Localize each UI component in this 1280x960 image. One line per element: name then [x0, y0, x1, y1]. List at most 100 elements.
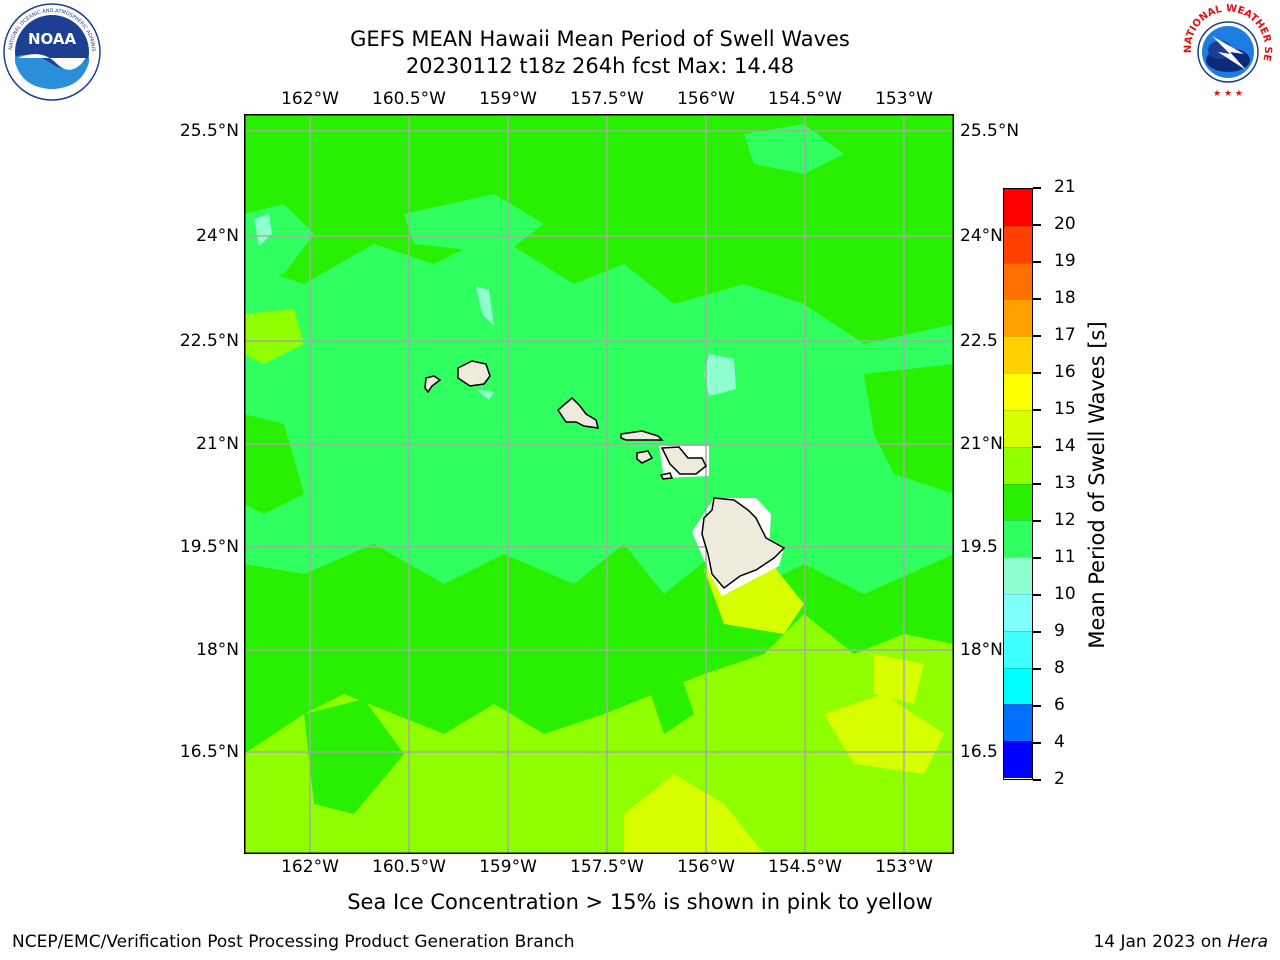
island-oahu [557, 396, 599, 429]
colorbar-tick [1033, 335, 1041, 337]
colorbar-tick-label: 10 [1054, 584, 1076, 604]
colorbar-segment [1004, 741, 1032, 778]
footer-date: 14 Jan 2023 on Hera [1093, 932, 1268, 952]
colorbar-tick-label: 20 [1054, 214, 1076, 234]
lat-tick-left: 22.5°N [179, 331, 239, 351]
chart-title: GEFS MEAN Hawaii Mean Period of Swell Wa… [350, 27, 850, 51]
colorbar-tick [1033, 298, 1041, 300]
lat-tick-right: 16.5 [960, 742, 998, 762]
field-9-10 [254, 214, 272, 246]
colorbar-tick [1033, 224, 1041, 226]
nws-logo-icon: NATIONAL WEATHER SERVICE ★ ★ ★ [1174, 0, 1278, 102]
island-kahoolawe [659, 472, 674, 480]
colorbar-segment [1004, 299, 1032, 337]
lat-tick-right: 25.5°N [960, 121, 1020, 141]
colorbar-tick [1033, 668, 1041, 670]
lat-tick-left: 25.5°N [179, 121, 239, 141]
colorbar-segment [1004, 373, 1032, 410]
map-plot-area[interactable] [244, 114, 954, 854]
lat-tick-right: 21°N [960, 434, 1003, 454]
plot-frame [244, 114, 954, 854]
lat-tick-left: 16.5°N [179, 742, 239, 762]
colorbar [1003, 188, 1033, 780]
swell-period-field [244, 114, 954, 854]
island-niihau [424, 375, 442, 394]
lon-tick-bottom: 154.5°W [768, 857, 842, 877]
colorbar-tick-label: 19 [1054, 251, 1076, 271]
colorbar-tick-label: 13 [1054, 473, 1076, 493]
colorbar-segment [1004, 630, 1032, 668]
noaa-logo-icon: NOAA NATIONAL OCEANIC AND ATMOSPHERIC AD… [0, 0, 102, 102]
colorbar-segment [1004, 704, 1032, 742]
island-lanai [636, 450, 654, 464]
colorbar-tick [1033, 261, 1041, 263]
lon-tick-bottom: 153°W [875, 857, 933, 877]
colorbar-tick [1033, 742, 1041, 744]
colorbar-tick-label: 14 [1054, 436, 1076, 456]
colorbar-tick [1033, 594, 1041, 596]
field-12-13 [244, 614, 954, 854]
colorbar-segment [1004, 225, 1032, 263]
colorbar-tick [1033, 446, 1041, 448]
colorbar-tick [1033, 705, 1041, 707]
lat-tick-left: 19.5°N [179, 537, 239, 557]
colorbar-title: Mean Period of Swell Waves [s] [1085, 321, 1109, 649]
footer-machine: Hera [1227, 932, 1268, 952]
footer-date-text: 14 Jan 2023 on [1093, 932, 1222, 952]
lon-tick-bottom: 157.5°W [570, 857, 644, 877]
chart-subtitle: 20230112 t18z 264h fcst Max: 14.48 [405, 54, 795, 78]
colorbar-tick [1033, 631, 1041, 633]
colorbar-tick-label: 2 [1054, 769, 1065, 789]
colorbar-segment [1004, 409, 1032, 447]
colorbar-segment [1004, 557, 1032, 594]
island-hawaii [701, 497, 786, 590]
colorbar-segment [1004, 446, 1032, 484]
colorbar-tick-label: 4 [1054, 732, 1065, 752]
lat-tick-left: 24°N [196, 226, 239, 246]
field-11-12-north [244, 114, 954, 344]
sea-ice-note: Sea Ice Concentration > 15% is shown in … [347, 890, 933, 914]
island-kauai [457, 360, 491, 387]
lon-tick-bottom: 156°W [677, 857, 735, 877]
lat-tick-right: 24°N [960, 226, 1003, 246]
colorbar-segment [1004, 262, 1032, 300]
lon-tick-top: 153°W [875, 89, 933, 109]
lon-tick-top: 154.5°W [768, 89, 842, 109]
colorbar-tick [1033, 779, 1041, 781]
colorbar-tick-label: 6 [1054, 695, 1065, 715]
colorbar-tick [1033, 483, 1041, 485]
lat-tick-right: 18°N [960, 640, 1003, 660]
lon-tick-bottom: 159°W [479, 857, 537, 877]
colorbar-tick-label: 8 [1054, 658, 1065, 678]
lat-tick-right: 19.5 [960, 537, 998, 557]
colorbar-segment [1004, 336, 1032, 374]
lon-tick-top: 156°W [677, 89, 735, 109]
colorbar-segment [1004, 593, 1032, 631]
lon-tick-top: 157.5°W [570, 89, 644, 109]
lat-tick-right: 22.5 [960, 331, 998, 351]
lon-tick-top: 162°W [281, 89, 339, 109]
colorbar-segment [1004, 189, 1032, 226]
svg-text:NOAA: NOAA [28, 30, 77, 48]
colorbar-tick-label: 9 [1054, 621, 1065, 641]
colorbar-segment [1004, 667, 1032, 705]
svg-text:★ ★ ★: ★ ★ ★ [1213, 89, 1243, 99]
colorbar-tick [1033, 409, 1041, 411]
island-maui [660, 446, 707, 475]
colorbar-tick [1033, 372, 1041, 374]
footer-credit: NCEP/EMC/Verification Post Processing Pr… [12, 932, 575, 952]
colorbar-tick-label: 21 [1054, 177, 1076, 197]
lon-tick-bottom: 160.5°W [372, 857, 446, 877]
colorbar-segment [1004, 520, 1032, 558]
lon-tick-top: 160.5°W [372, 89, 446, 109]
colorbar-tick-label: 15 [1054, 399, 1076, 419]
lon-tick-bottom: 162°W [281, 857, 339, 877]
colorbar-segment [1004, 483, 1032, 521]
islands [424, 360, 786, 590]
colorbar-tick-label: 16 [1054, 362, 1076, 382]
lon-tick-top: 159°W [479, 89, 537, 109]
island-molokai [620, 430, 664, 441]
colorbar-tick [1033, 520, 1041, 522]
colorbar-tick-label: 17 [1054, 325, 1076, 345]
colorbar-tick [1033, 187, 1041, 189]
